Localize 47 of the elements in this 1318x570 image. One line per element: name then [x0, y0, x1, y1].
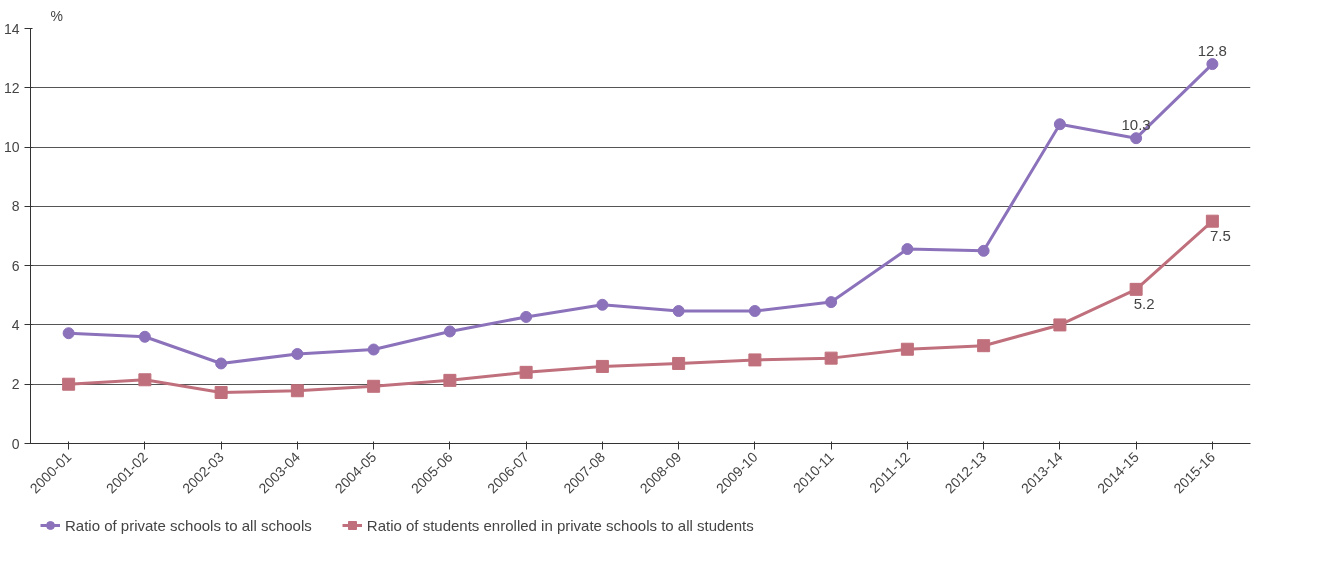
point: [519, 365, 533, 379]
point: [672, 356, 686, 370]
point: [1206, 58, 1219, 71]
y-tick-label: 8: [11, 198, 20, 215]
point: [1129, 282, 1143, 296]
point: [901, 243, 914, 256]
data-label: 7.5: [1209, 227, 1231, 245]
point: [62, 327, 75, 340]
y-tick-label: 4: [11, 316, 20, 333]
point: [443, 373, 457, 387]
point: [290, 384, 304, 398]
data-label: 12.8: [1197, 42, 1227, 60]
point: [1053, 118, 1066, 131]
point: [824, 351, 838, 365]
point: [367, 379, 381, 393]
data-label: 10.3: [1121, 116, 1151, 134]
legend-label: Ratio of private schools to all schools: [65, 516, 312, 534]
point: [443, 325, 456, 338]
data-label: 5.2: [1133, 295, 1155, 313]
point: [900, 342, 914, 356]
y-tick-label: 14: [3, 20, 20, 37]
point: [672, 305, 685, 317]
point: [596, 298, 609, 311]
point: [367, 343, 380, 356]
y-tick-label: 12: [3, 79, 20, 96]
y-tick-label: 10: [3, 139, 20, 156]
y-tick-label: 2: [11, 376, 20, 393]
point: [138, 373, 152, 387]
point: [748, 305, 761, 317]
point: [1205, 214, 1219, 228]
point: [825, 296, 838, 309]
legend-label: Ratio of students enrolled in private schools to all students: [366, 516, 754, 534]
point: [62, 377, 76, 391]
point: [214, 386, 228, 400]
y-axis-title: %: [50, 7, 63, 24]
y-tick-label: 6: [11, 257, 20, 274]
point: [1053, 318, 1067, 332]
point: [520, 310, 533, 323]
point: [138, 330, 151, 343]
point: [977, 244, 990, 257]
point: [977, 339, 991, 353]
y-tick-label: 0: [11, 435, 20, 452]
point: [1130, 132, 1143, 145]
point: [595, 359, 609, 373]
point: [291, 347, 304, 360]
point: [748, 353, 762, 367]
point: [215, 357, 228, 370]
